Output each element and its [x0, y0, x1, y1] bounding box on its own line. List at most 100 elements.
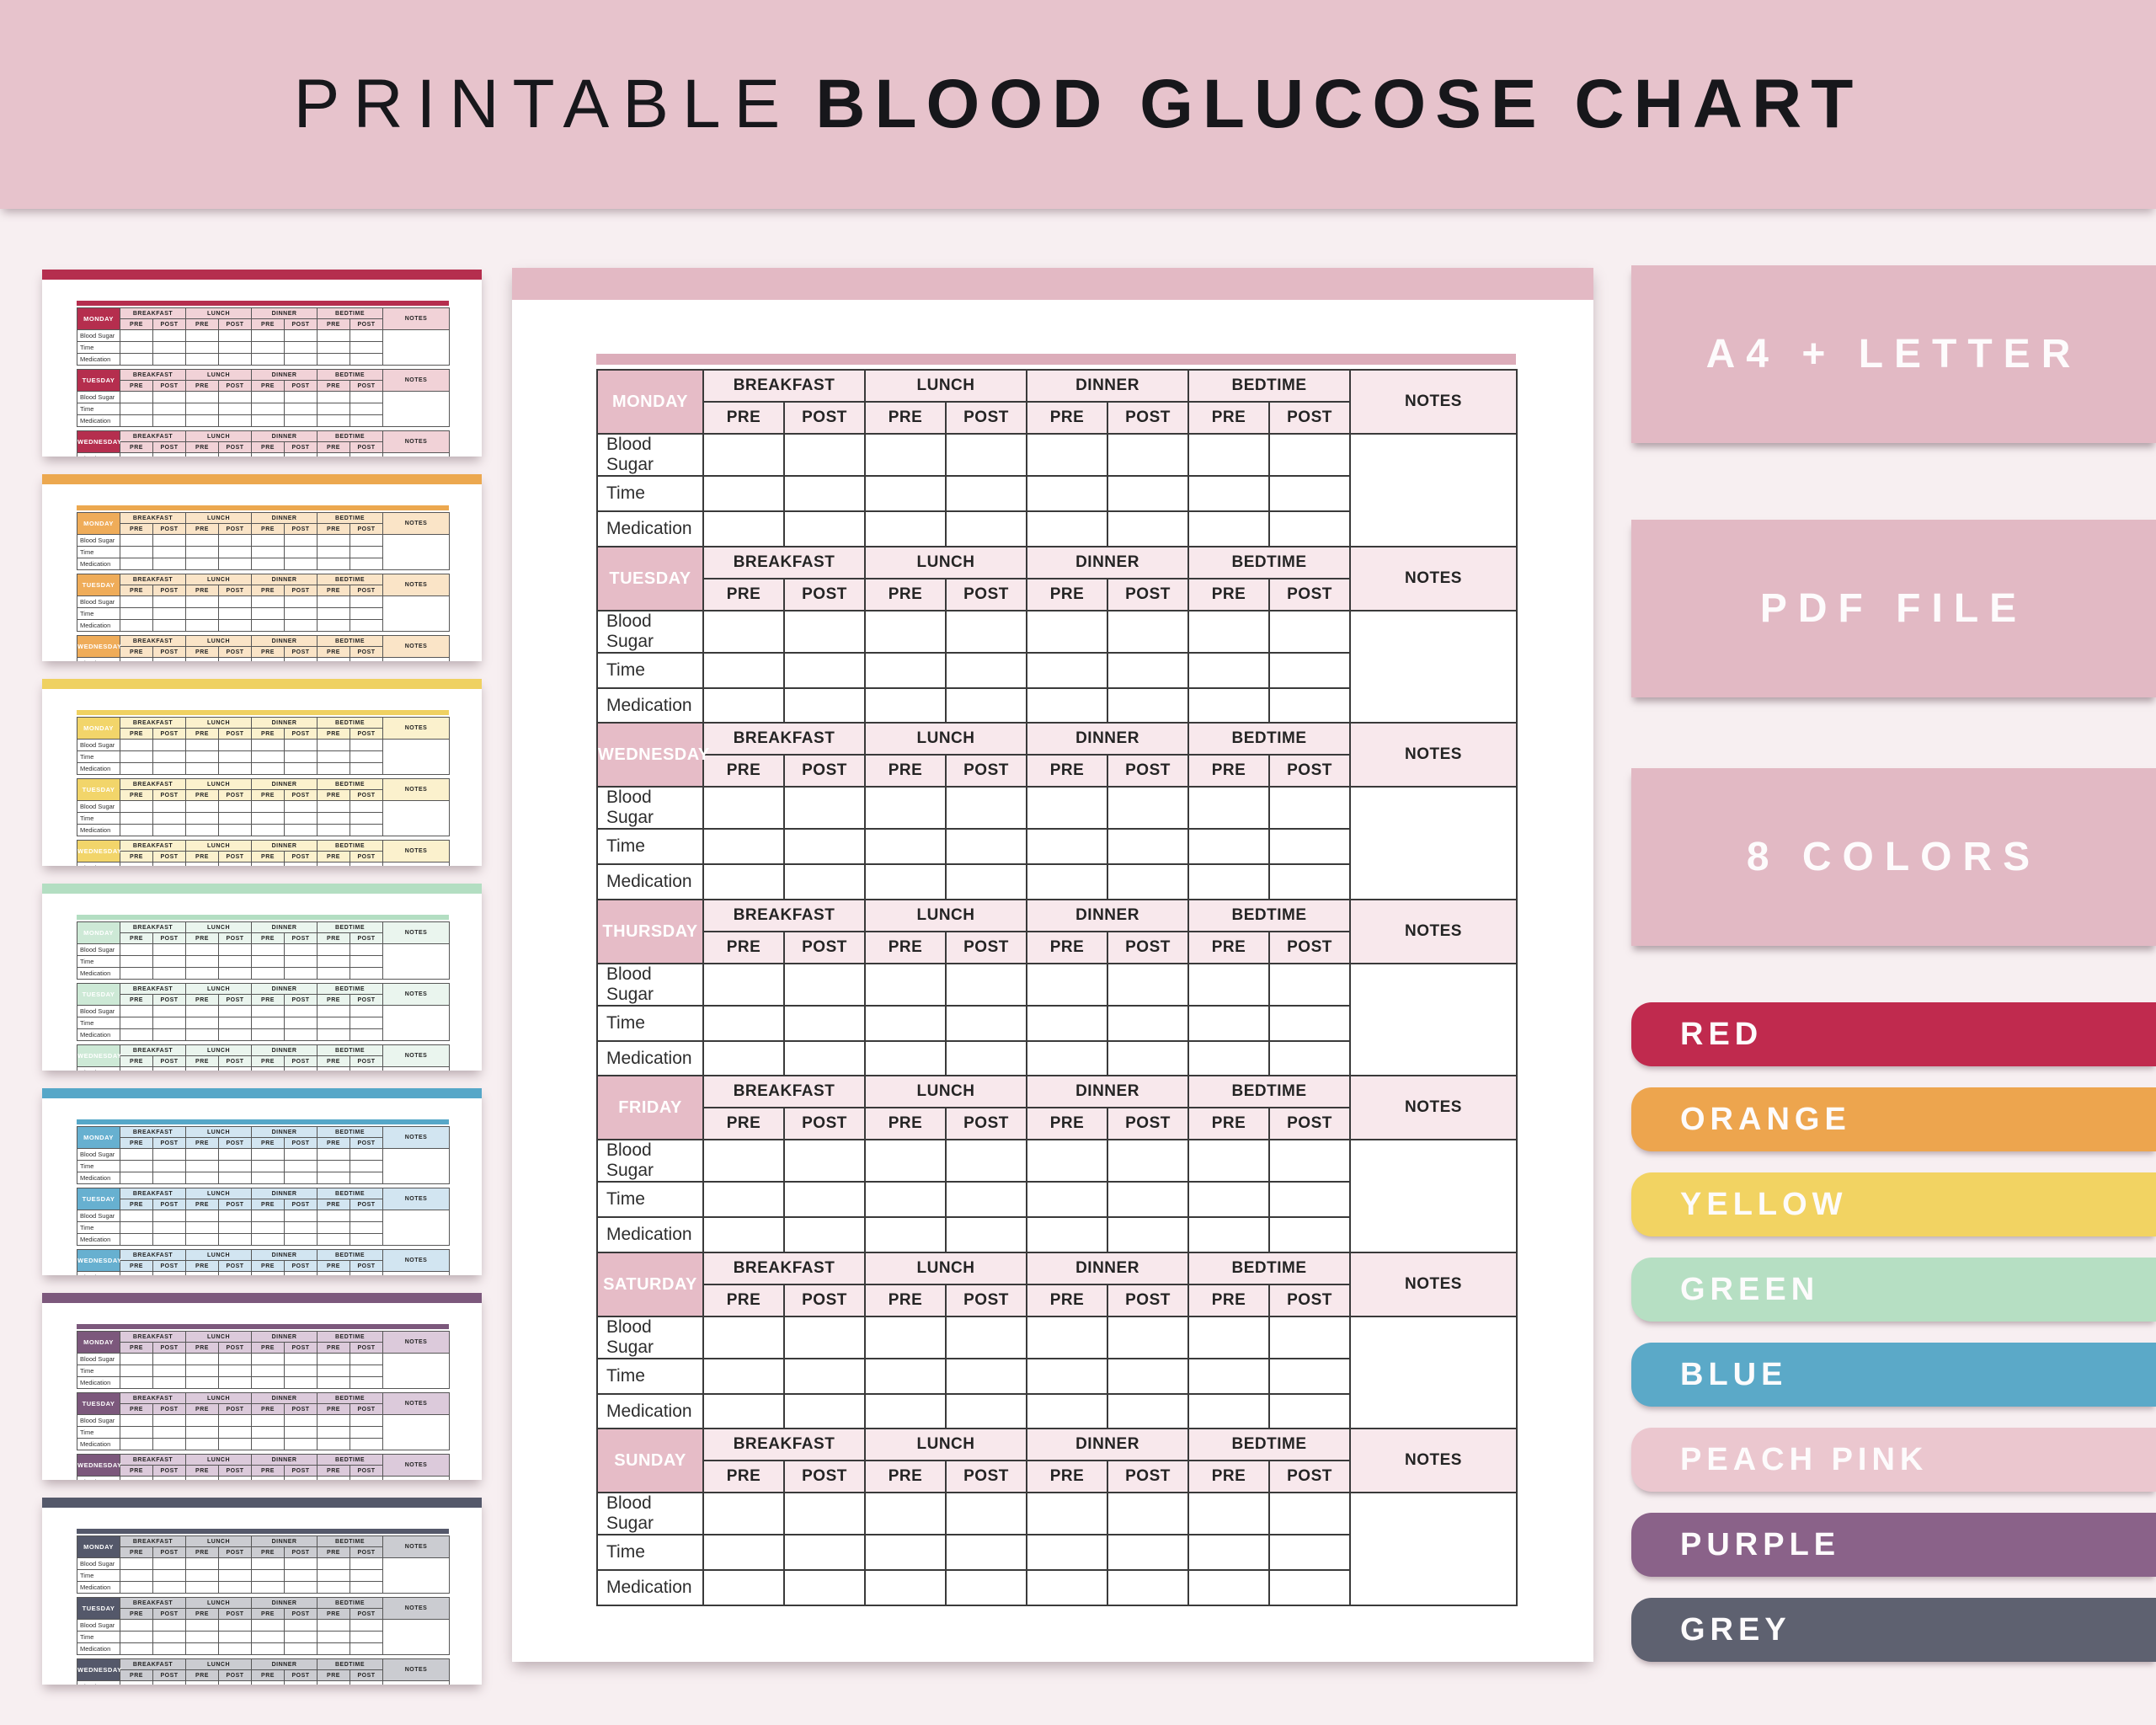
pre-post-header-cell: POST: [152, 1199, 186, 1210]
meal-header-cell: LUNCH: [185, 369, 252, 381]
data-cell: [350, 943, 383, 956]
data-cell: [251, 403, 285, 415]
day-block-wednesday: WEDNESDAY BREAKFAST LUNCH DINNER BEDTIME NOTE…: [77, 1044, 450, 1071]
notes-cell: [1349, 433, 1518, 547]
row-label-cell: Blood Sugar: [77, 800, 120, 813]
pre-post-header-cell: POST: [350, 1403, 383, 1415]
pre-post-header-cell: POST: [1107, 1284, 1189, 1317]
data-cell: [152, 1557, 186, 1570]
data-cell: [185, 1233, 219, 1246]
data-cell: [185, 1221, 219, 1234]
data-cell: [185, 403, 219, 415]
day-block-tuesday: TUESDAY BREAKFAST LUNCH DINNER BEDTIME NOTES P…: [77, 1597, 450, 1655]
pre-post-header-cell: PRE: [317, 523, 350, 535]
meal-header-cell: BEDTIME: [317, 778, 383, 790]
data-cell: [1107, 1492, 1189, 1535]
data-cell: [350, 955, 383, 968]
data-cell: [218, 1221, 252, 1234]
pre-post-header-cell: POST: [350, 523, 383, 535]
meal-header-cell: LUNCH: [185, 717, 252, 729]
pre-post-header-cell: POST: [218, 523, 252, 535]
data-cell: [251, 1376, 285, 1389]
data-cell: [284, 762, 318, 775]
data-cell: [317, 1680, 350, 1685]
data-cell: [120, 1017, 153, 1029]
pre-post-header-cell: PRE: [185, 646, 219, 658]
pre-post-header-cell: POST: [218, 441, 252, 453]
table-accent-bar: [596, 354, 1516, 365]
pre-post-header-cell: PRE: [120, 851, 153, 862]
row-label-cell: Medication: [77, 1172, 120, 1184]
data-cell: [350, 341, 383, 354]
data-cell: [864, 1040, 947, 1077]
pre-post-header-cell: PRE: [317, 789, 350, 801]
data-cell: [350, 1619, 383, 1632]
pre-post-header-cell: POST: [284, 318, 318, 330]
data-cell: [1187, 610, 1270, 654]
pre-post-header-cell: PRE: [702, 1107, 785, 1140]
data-cell: [945, 1393, 1027, 1430]
data-cell: [284, 1680, 318, 1685]
data-cell: [152, 1619, 186, 1632]
day-cell: TUESDAY: [77, 778, 120, 801]
data-cell: [120, 1438, 153, 1450]
data-cell: [218, 1233, 252, 1246]
pre-post-header-cell: PRE: [185, 994, 219, 1006]
data-cell: [945, 963, 1027, 1007]
data-cell: [120, 1557, 153, 1570]
pre-post-header-cell: POST: [284, 1055, 318, 1067]
table-accent-bar: [77, 505, 449, 510]
thumbnail-top-bar: [42, 884, 482, 894]
data-cell: [945, 1040, 1027, 1077]
day-block-wednesday: WEDNESDAY BREAKFAST LUNCH DINNER BEDTIME NOTE…: [77, 430, 450, 457]
meal-header-cell: DINNER: [251, 512, 318, 524]
data-cell: [1187, 1358, 1270, 1395]
data-cell: [284, 1557, 318, 1570]
data-cell: [350, 1365, 383, 1377]
data-cell: [350, 534, 383, 547]
color-pill-label: BLUE: [1680, 1356, 1788, 1392]
data-cell: [1187, 786, 1270, 830]
pre-post-header-cell: PRE: [864, 578, 947, 611]
data-cell: [152, 862, 186, 866]
data-cell: [284, 1376, 318, 1389]
day-block-thursday: THURSDAY BREAKFAST LUNCH DINNER BEDTIME NOTES…: [596, 899, 1518, 1077]
notes-header-cell: NOTES: [382, 1597, 450, 1620]
data-cell: [317, 1028, 350, 1041]
data-cell: [120, 1066, 153, 1071]
day-block-monday: MONDAY BREAKFAST LUNCH DINNER BEDTIME NOTES PR…: [77, 1126, 450, 1184]
data-cell: [218, 1376, 252, 1389]
pre-post-header-cell: POST: [218, 1137, 252, 1149]
meal-header-cell: DINNER: [251, 1188, 318, 1199]
row-label-cell: Medication: [77, 414, 120, 427]
data-cell: [251, 1642, 285, 1655]
row-label-cell: Time: [77, 341, 120, 354]
data-cell: [783, 1040, 866, 1077]
data-cell: [864, 1358, 947, 1395]
pre-post-header-cell: POST: [152, 1260, 186, 1272]
data-cell: [702, 475, 785, 512]
pre-post-header-cell: POST: [1107, 1460, 1189, 1493]
meal-header-cell: LUNCH: [185, 1044, 252, 1056]
day-block-wednesday: WEDNESDAY BREAKFAST LUNCH DINNER BEDTIME NOTE…: [77, 635, 450, 661]
row-label-cell: Medication: [77, 353, 120, 366]
meal-header-cell: LUNCH: [185, 430, 252, 442]
thumbnail-card-orange: MONDAY BREAKFAST LUNCH DINNER BEDTIME NOTES PR…: [42, 474, 482, 661]
data-cell: [1107, 828, 1189, 865]
pre-post-header-cell: PRE: [185, 1546, 219, 1558]
data-cell: [1026, 1569, 1108, 1606]
pre-post-header-cell: POST: [218, 1465, 252, 1477]
pre-post-header-cell: POST: [783, 401, 866, 435]
color-pill-orange: ORANGE: [1631, 1087, 2156, 1151]
day-cell: MONDAY: [77, 1331, 120, 1354]
data-cell: [1187, 863, 1270, 900]
pre-post-header-cell: PRE: [185, 1342, 219, 1354]
table-accent-bar: [77, 915, 449, 920]
data-cell: [1187, 1216, 1270, 1253]
row-label-cell: Blood Sugar: [77, 1271, 120, 1275]
data-cell: [152, 1017, 186, 1029]
data-cell: [251, 341, 285, 354]
pre-post-header-cell: POST: [152, 994, 186, 1006]
data-cell: [218, 558, 252, 570]
data-cell: [152, 1233, 186, 1246]
